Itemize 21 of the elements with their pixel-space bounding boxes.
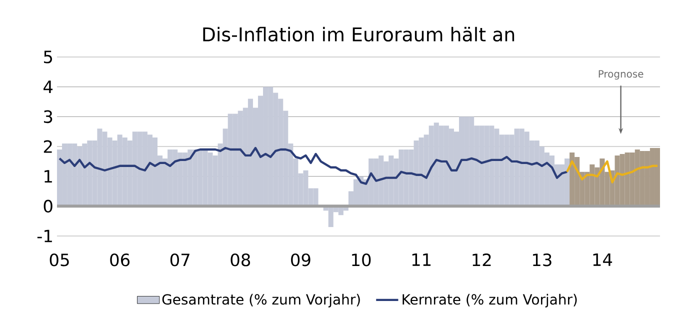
- y-tick-label: 0: [44, 200, 52, 213]
- chart-title: Dis-Inflation im Euroraum hält an: [203, 26, 514, 42]
- x-tick-label: 09: [291, 253, 310, 266]
- x-tick-label: 11: [412, 253, 431, 266]
- y-tick-label: 1: [44, 170, 52, 183]
- y-tick-label: 4: [44, 80, 53, 94]
- x-tick-label: 10: [352, 253, 371, 266]
- x-tick-label: 12: [472, 253, 491, 266]
- x-tick-label: 14: [593, 253, 612, 266]
- legend-label: Gesamtrate (% zum Vorjahr): [162, 294, 360, 308]
- annotation: Prognose: [598, 70, 644, 80]
- x-tick-label: 08: [230, 253, 250, 266]
- x-tick-label: 07: [170, 253, 190, 266]
- x-tick-label: 06: [110, 253, 130, 266]
- y-tick-label: 5: [44, 50, 52, 64]
- y-tick-label: 2: [44, 140, 52, 153]
- legend-label: Kernrate (% zum Vorjahr): [402, 294, 577, 308]
- y-tick-label: 3: [44, 110, 52, 124]
- y-tick-label: -1: [37, 230, 52, 242]
- x-tick-label: 05: [50, 253, 69, 266]
- x-tick-label: 13: [533, 253, 552, 266]
